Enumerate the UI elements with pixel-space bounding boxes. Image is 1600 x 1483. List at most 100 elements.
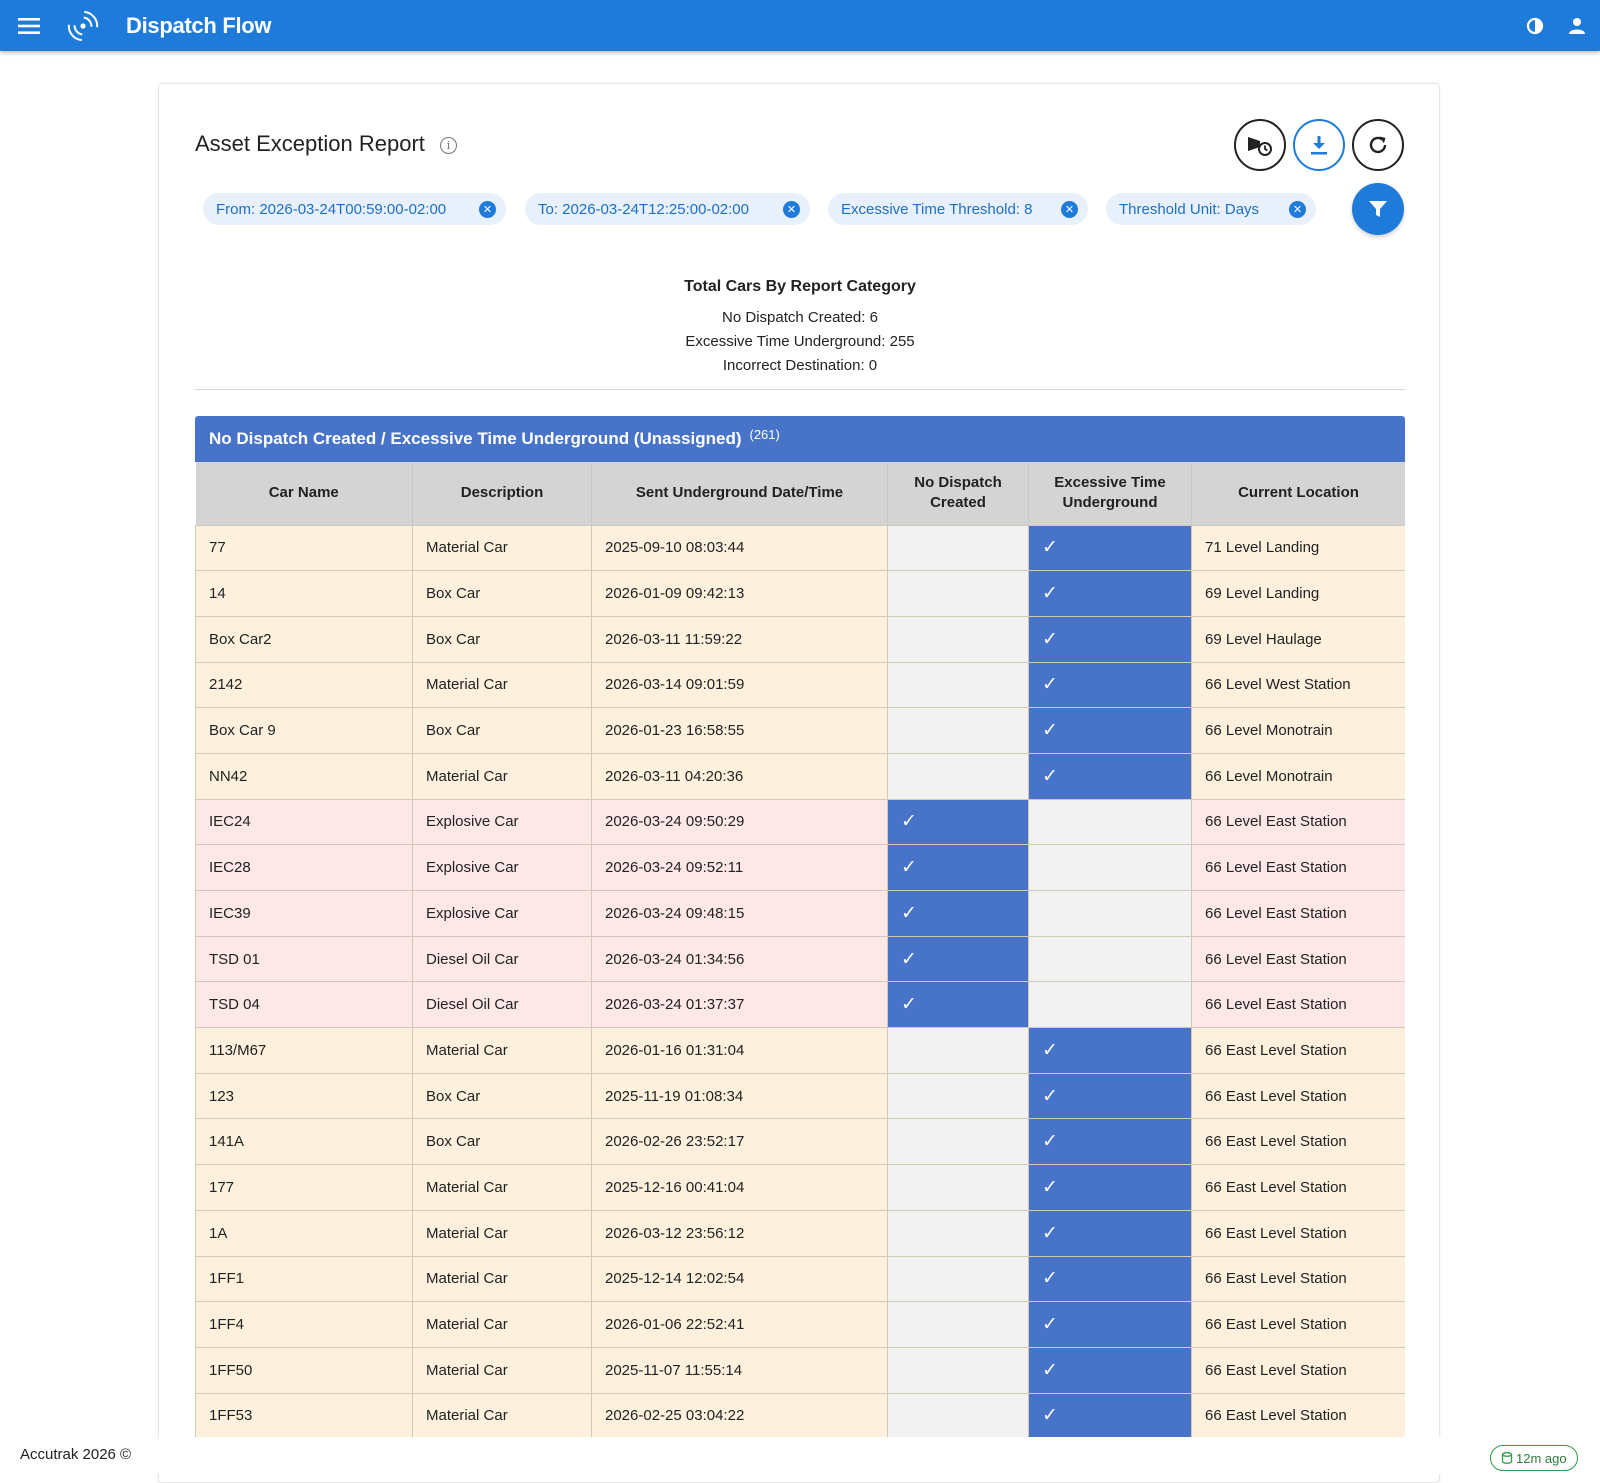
- filter-button[interactable]: [1352, 183, 1404, 235]
- cell-car-name: IEC24: [195, 798, 413, 846]
- table-row[interactable]: 1FF53 Material Car 2026-02-25 03:04:22 ✓ 66 …: [195, 1392, 1405, 1437]
- filter-chip-threshold[interactable]: Excessive Time Threshold: 8 ✕: [828, 193, 1088, 225]
- check-icon: ✓: [1042, 1176, 1058, 1198]
- filter-chip-threshold-unit[interactable]: Threshold Unit: Days ✕: [1106, 193, 1316, 225]
- check-icon: ✓: [1042, 1085, 1058, 1107]
- cell-location: 71 Level Landing: [1191, 524, 1405, 572]
- table-row[interactable]: TSD 01 Diesel Oil Car 2026-03-24 01:34:56 ✓…: [195, 935, 1405, 983]
- cell-location: 66 Level East Station: [1191, 890, 1405, 937]
- cell-no-dispatch: [887, 752, 1029, 800]
- filter-chip-from[interactable]: From: 2026-03-24T00:59:00-02:00 ✕: [203, 193, 506, 225]
- cell-no-dispatch: [887, 707, 1029, 754]
- cell-location: 66 East Level Station: [1191, 1027, 1405, 1074]
- history-button[interactable]: [1234, 119, 1286, 171]
- cell-sent-underground: 2026-01-23 16:58:55: [591, 707, 888, 754]
- cell-excessive-time: ✓: [1028, 1301, 1192, 1348]
- close-icon[interactable]: ✕: [479, 200, 496, 218]
- table-row[interactable]: IEC39 Explosive Car 2026-03-24 09:48:15 ✓ 66…: [195, 890, 1405, 937]
- table-row[interactable]: 113/M67 Material Car 2026-01-16 01:31:04 ✓ 6…: [195, 1027, 1405, 1074]
- table-row[interactable]: 1A Material Car 2026-03-12 23:56:12 ✓ 66 Eas…: [195, 1209, 1405, 1257]
- car-history-icon: [1248, 137, 1272, 156]
- cell-description: Box Car: [412, 1072, 592, 1120]
- account-icon[interactable]: [1560, 9, 1594, 43]
- column-header-excessive-time[interactable]: Excessive Time Underground: [1028, 462, 1192, 525]
- cell-no-dispatch: ✓: [887, 798, 1029, 846]
- summary-incorrect-destination: Incorrect Destination: 0: [722, 357, 878, 374]
- column-header-car-name[interactable]: Car Name: [195, 462, 413, 525]
- close-icon[interactable]: ✕: [1289, 200, 1306, 218]
- filter-icon: [1369, 201, 1387, 217]
- filter-chip-to[interactable]: To: 2026-03-24T12:25:00-02:00 ✕: [525, 193, 810, 225]
- cell-sent-underground: 2025-12-14 12:02:54: [591, 1255, 888, 1303]
- column-header-description[interactable]: Description: [412, 462, 592, 525]
- sync-status-badge[interactable]: 12m ago: [1490, 1445, 1578, 1471]
- table-row[interactable]: 1FF50 Material Car 2025-11-07 11:55:14 ✓ 66 …: [195, 1346, 1405, 1394]
- cell-location: 66 East Level Station: [1191, 1255, 1405, 1303]
- cell-location: 66 Level East Station: [1191, 981, 1405, 1029]
- column-header-sent-underground[interactable]: Sent Underground Date/Time: [591, 462, 888, 525]
- cell-excessive-time: ✓: [1028, 1164, 1192, 1211]
- sync-status-text: 12m ago: [1516, 1450, 1567, 1466]
- menu-icon[interactable]: [0, 0, 58, 51]
- column-header-location[interactable]: Current Location: [1191, 462, 1405, 525]
- cell-excessive-time: [1028, 935, 1192, 983]
- cell-description: Material Car: [412, 752, 592, 800]
- cell-sent-underground: 2026-03-24 09:50:29: [591, 798, 888, 846]
- cell-car-name: NN42: [195, 752, 413, 800]
- cell-sent-underground: 2026-02-26 23:52:17: [591, 1118, 888, 1166]
- table-row[interactable]: Box Car2 Box Car 2026-03-11 11:59:22 ✓ 69 Le…: [195, 615, 1405, 663]
- table-row[interactable]: Box Car 9 Box Car 2026-01-23 16:58:55 ✓ 66 L…: [195, 707, 1405, 754]
- table-row[interactable]: 177 Material Car 2025-12-16 00:41:04 ✓ 66 Ea…: [195, 1164, 1405, 1211]
- cell-no-dispatch: [887, 570, 1029, 617]
- cell-car-name: 1FF53: [195, 1392, 413, 1437]
- cell-excessive-time: [1028, 890, 1192, 937]
- cell-car-name: 177: [195, 1164, 413, 1211]
- cell-no-dispatch: [887, 615, 1029, 663]
- cell-car-name: TSD 04: [195, 981, 413, 1029]
- table-row[interactable]: 141A Box Car 2026-02-26 23:52:17 ✓ 66 East L…: [195, 1118, 1405, 1166]
- cell-car-name: 1FF4: [195, 1301, 413, 1348]
- table-row[interactable]: 77 Material Car 2025-09-10 08:03:44 ✓ 71 Lev…: [195, 524, 1405, 572]
- check-icon: ✓: [1042, 720, 1058, 742]
- cell-location: 66 East Level Station: [1191, 1301, 1405, 1348]
- close-icon[interactable]: ✕: [783, 200, 800, 218]
- table-row[interactable]: IEC24 Explosive Car 2026-03-24 09:50:29 ✓ 66…: [195, 798, 1405, 846]
- cell-excessive-time: ✓: [1028, 524, 1192, 572]
- table-row[interactable]: 1FF4 Material Car 2026-01-06 22:52:41 ✓ 66 E…: [195, 1301, 1405, 1348]
- cell-excessive-time: ✓: [1028, 1255, 1192, 1303]
- summary-title: Total Cars By Report Category: [684, 278, 916, 295]
- cell-car-name: 14: [195, 570, 413, 617]
- cell-description: Box Car: [412, 615, 592, 663]
- table-header-row: Car Name Description Sent Underground Da…: [195, 462, 1405, 525]
- cell-no-dispatch: [887, 1301, 1029, 1348]
- table-row[interactable]: TSD 04 Diesel Oil Car 2026-03-24 01:37:37 ✓…: [195, 981, 1405, 1029]
- table-row[interactable]: 2142 Material Car 2026-03-14 09:01:59 ✓ 66 L…: [195, 661, 1405, 709]
- column-header-no-dispatch[interactable]: No Dispatch Created: [887, 462, 1029, 525]
- download-button[interactable]: [1293, 119, 1345, 171]
- cell-location: 66 East Level Station: [1191, 1346, 1405, 1394]
- cell-location: 66 East Level Station: [1191, 1164, 1405, 1211]
- cell-excessive-time: ✓: [1028, 1392, 1192, 1437]
- table-row[interactable]: IEC28 Explosive Car 2026-03-24 09:52:11 ✓ 66…: [195, 844, 1405, 891]
- check-icon: ✓: [1042, 1359, 1058, 1381]
- table-row[interactable]: NN42 Material Car 2026-03-11 04:20:36 ✓ 66 L…: [195, 752, 1405, 800]
- cell-sent-underground: 2026-01-09 09:42:13: [591, 570, 888, 617]
- cell-no-dispatch: [887, 1255, 1029, 1303]
- cell-description: Material Car: [412, 1301, 592, 1348]
- cell-description: Explosive Car: [412, 844, 592, 891]
- close-icon[interactable]: ✕: [1061, 200, 1078, 218]
- cell-car-name: 77: [195, 524, 413, 572]
- cell-sent-underground: 2025-11-07 11:55:14: [591, 1346, 888, 1394]
- table-row[interactable]: 123 Box Car 2025-11-19 01:08:34 ✓ 66 East Le…: [195, 1072, 1405, 1120]
- summary-no-dispatch: No Dispatch Created: 6: [722, 309, 878, 326]
- table-row[interactable]: 14 Box Car 2026-01-09 09:42:13 ✓ 69 Level La…: [195, 570, 1405, 617]
- refresh-button[interactable]: [1352, 119, 1404, 171]
- table-row[interactable]: 1FF1 Material Car 2025-12-14 12:02:54 ✓ 66 E…: [195, 1255, 1405, 1303]
- info-icon[interactable]: i: [440, 137, 457, 154]
- cell-car-name: 123: [195, 1072, 413, 1120]
- cell-location: 66 Level Monotrain: [1191, 707, 1405, 754]
- cell-no-dispatch: [887, 1392, 1029, 1437]
- check-icon: ✓: [901, 948, 917, 970]
- cell-car-name: TSD 01: [195, 935, 413, 983]
- theme-toggle-icon[interactable]: [1518, 9, 1552, 43]
